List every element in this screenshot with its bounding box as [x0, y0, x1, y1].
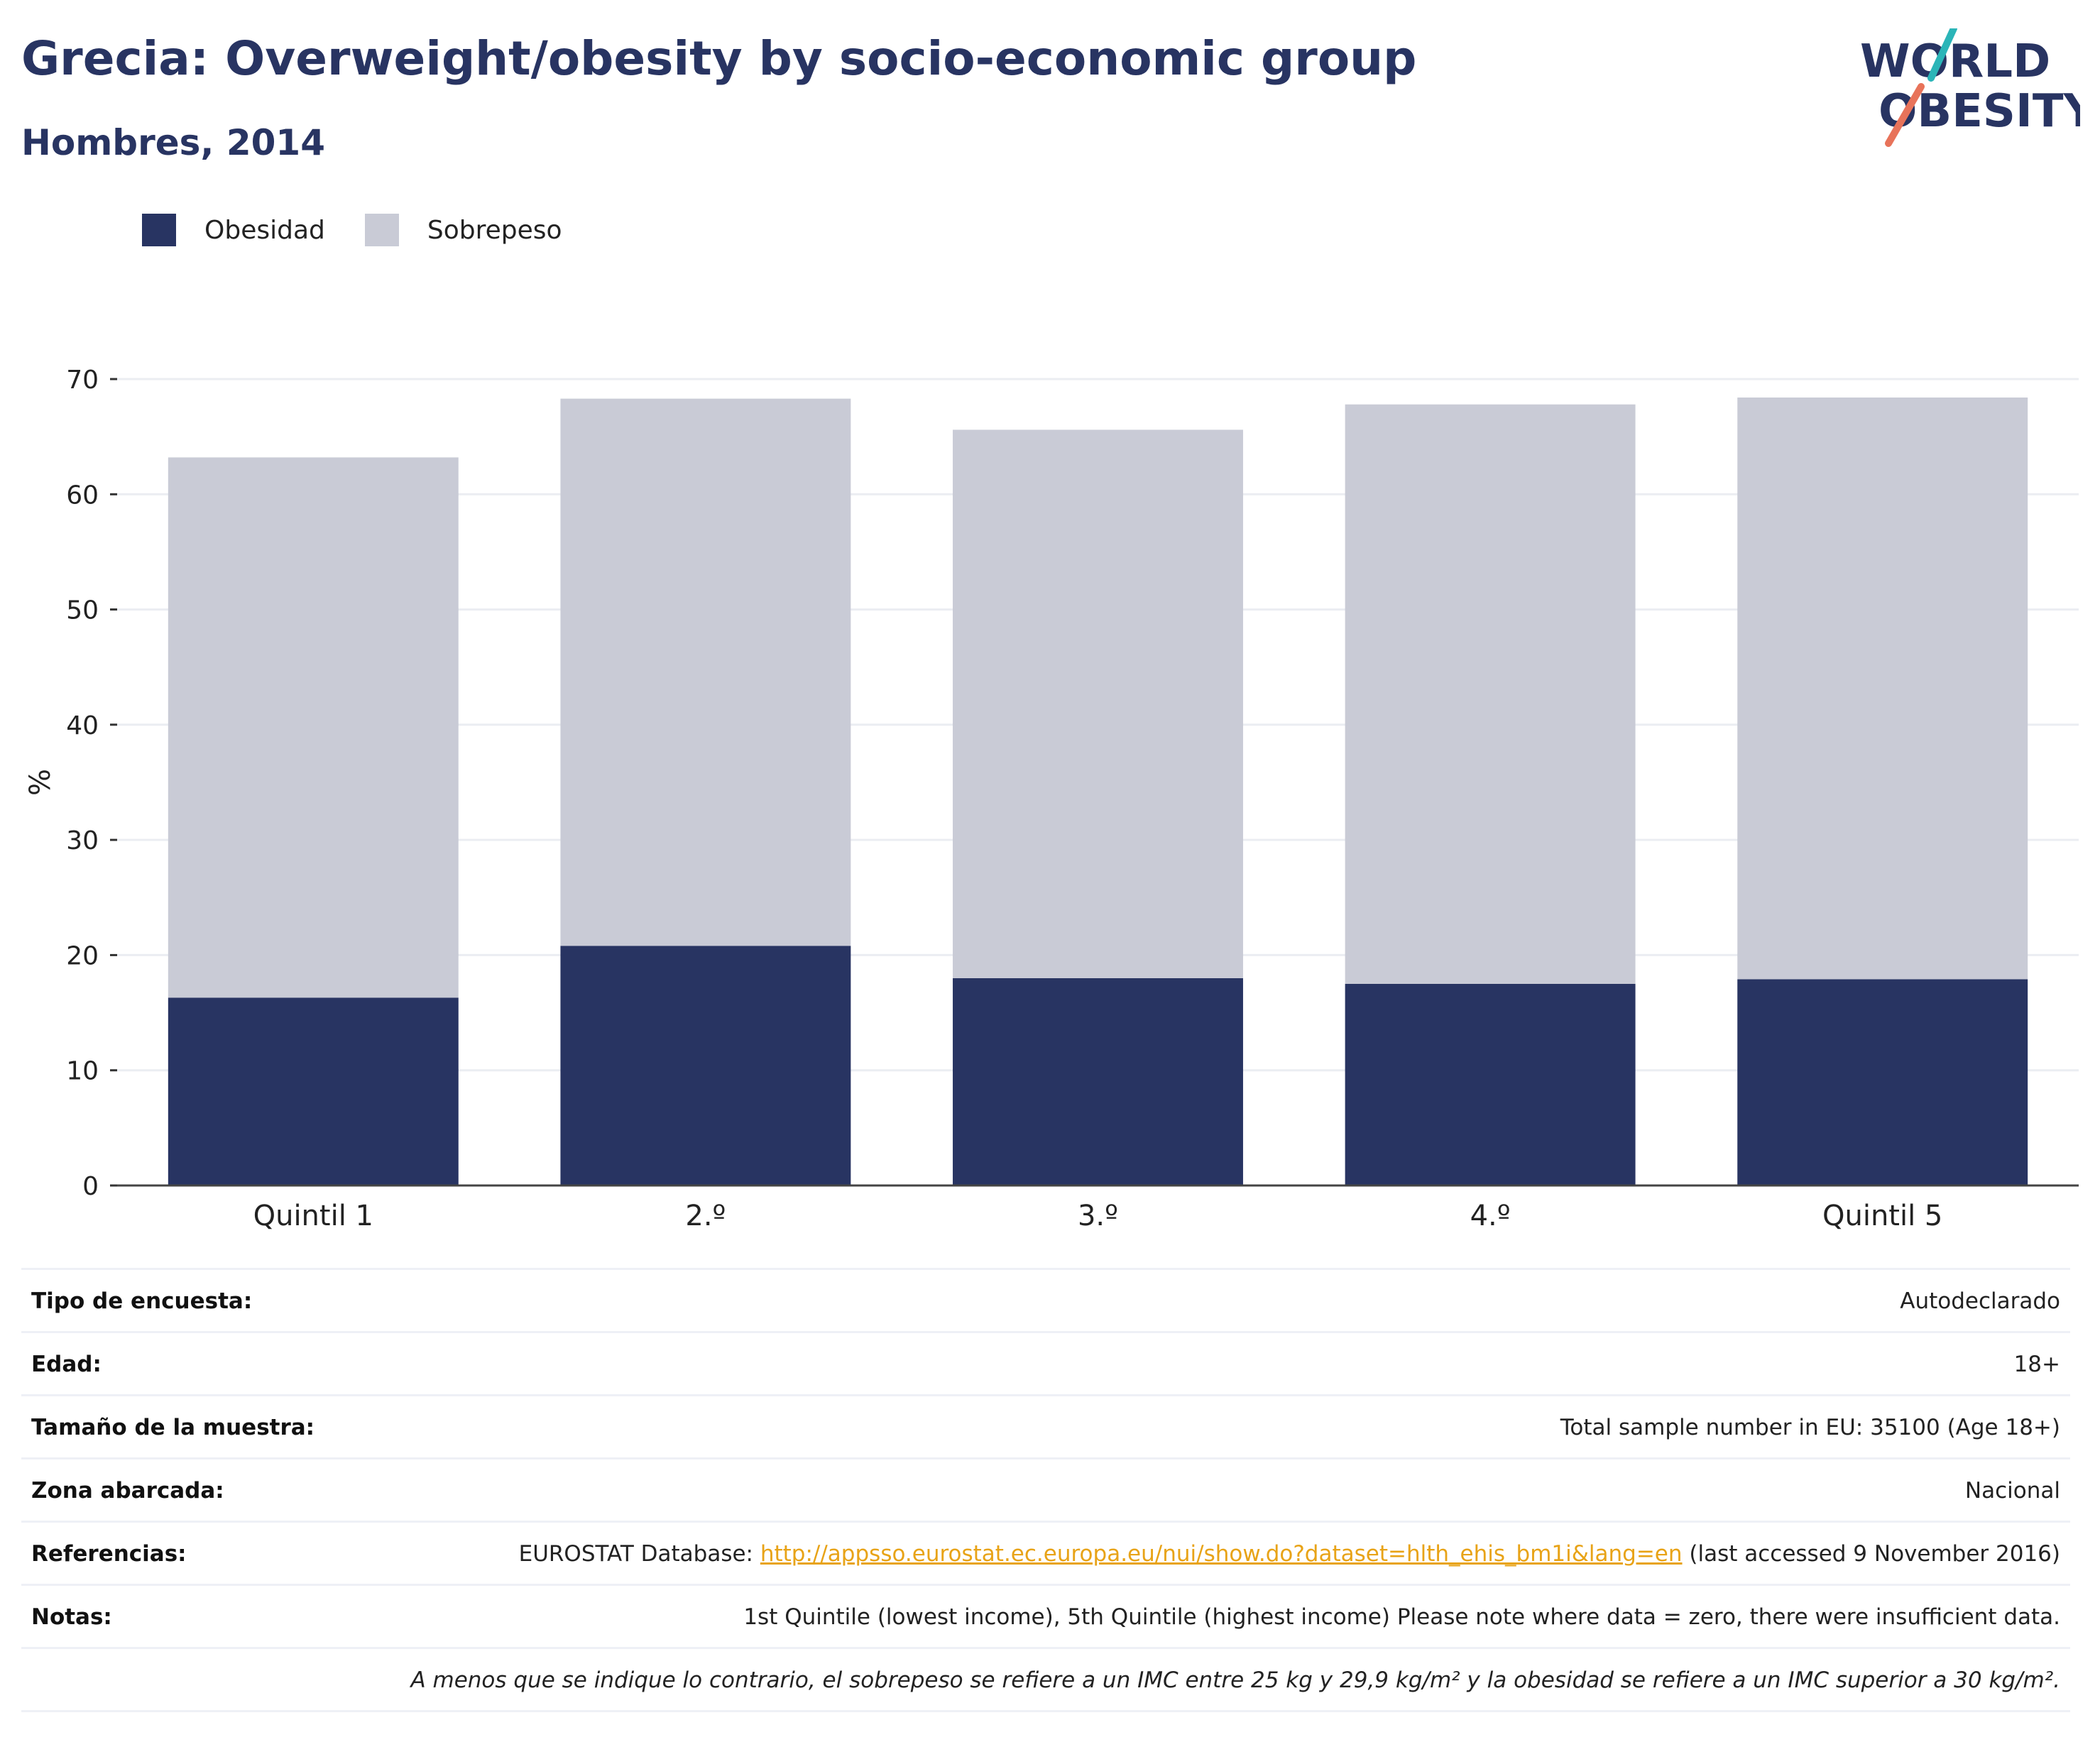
chart-legend: Obesidad Sobrepeso — [142, 209, 602, 251]
info-value: Total sample number in EU: 35100 (Age 18… — [1560, 1415, 2060, 1440]
bar-sobrepeso — [168, 457, 459, 998]
y-axis-label: % — [24, 769, 57, 796]
legend-item-sobrepeso[interactable]: Sobrepeso — [364, 214, 562, 246]
x-tick-label: 2.º — [685, 1200, 726, 1232]
chart-title: Grecia: Overweight/obesity by socio-econ… — [21, 31, 1417, 86]
x-tick-label: Quintil 5 — [1822, 1200, 1942, 1232]
info-value: Nacional — [1964, 1478, 2060, 1504]
x-tick-label: Quintil 1 — [253, 1200, 373, 1232]
y-tick-label: 40 — [66, 711, 99, 740]
y-tick-label: 70 — [66, 366, 99, 395]
logo-slash-teal — [1927, 28, 1957, 82]
bar-sobrepeso — [560, 398, 851, 946]
bar-sobrepeso — [953, 429, 1243, 978]
logo-line2: OBESITY — [1878, 85, 2080, 138]
info-label: Tamaño de la muestra: — [31, 1415, 315, 1440]
info-label: Referencias: — [31, 1541, 187, 1567]
info-value: Autodeclarado — [1900, 1288, 2060, 1314]
info-row-survey-type: Tipo de encuesta: Autodeclarado — [21, 1268, 2070, 1331]
info-row-coverage: Zona abarcada: Nacional — [21, 1457, 2070, 1521]
bar-obesidad — [168, 997, 459, 1185]
world-obesity-logo: WORLD OBESITY — [1860, 28, 2080, 147]
legend-swatch-sobrepeso — [364, 214, 399, 246]
info-label: Notas: — [31, 1604, 112, 1630]
info-value: 1st Quintile (lowest income), 5th Quinti… — [743, 1604, 2060, 1630]
legend-label-sobrepeso: Sobrepeso — [427, 215, 562, 245]
logo-line1: WORLD — [1860, 35, 2050, 88]
bar-obesidad — [953, 977, 1243, 1185]
x-tick-label: 4.º — [1470, 1200, 1511, 1232]
references-link[interactable]: http://appsso.eurostat.ec.europa.eu/nui/… — [760, 1541, 1683, 1567]
info-label: Edad: — [31, 1352, 102, 1377]
info-table: Tipo de encuesta: Autodeclarado Edad: 18… — [21, 1268, 2070, 1712]
info-label: Zona abarcada: — [31, 1478, 224, 1504]
references-suffix: (last accessed 9 November 2016) — [1682, 1541, 2060, 1567]
y-tick-label: 30 — [66, 826, 99, 855]
bar-sobrepeso — [1345, 404, 1636, 984]
x-tick-label: 3.º — [1078, 1200, 1118, 1232]
info-row-sample-size: Tamaño de la muestra: Total sample numbe… — [21, 1394, 2070, 1457]
bar-obesidad — [560, 946, 851, 1185]
bar-obesidad — [1737, 979, 2028, 1185]
bar-obesidad — [1345, 984, 1636, 1185]
y-tick-label: 50 — [66, 596, 99, 625]
references-prefix: EUROSTAT Database: — [518, 1541, 760, 1567]
y-tick-label: 10 — [66, 1057, 99, 1086]
logo-slash-coral — [1885, 83, 1925, 147]
legend-swatch-obesidad — [142, 214, 176, 246]
info-label: Tipo de encuesta: — [31, 1288, 253, 1314]
legend-label-obesidad: Obesidad — [204, 215, 325, 245]
info-row-notes: Notas: 1st Quintile (lowest income), 5th… — [21, 1584, 2070, 1647]
bar-sobrepeso — [1737, 397, 2028, 980]
stacked-bar-chart: 0 10 20 30 40 50 60 70% Quintil 1 2.º 3.º 4.º Quinti… — [24, 366, 2079, 1232]
y-tick-label: 20 — [66, 941, 99, 970]
info-value: 18+ — [2013, 1352, 2060, 1377]
info-row-references: Referencias: EUROSTAT Database: http://a… — [21, 1521, 2070, 1584]
info-row-age: Edad: 18+ — [21, 1331, 2070, 1394]
footnote-text: A menos que se indique lo contrario, el … — [410, 1667, 2060, 1693]
info-value: EUROSTAT Database: http://appsso.eurosta… — [519, 1538, 2060, 1570]
y-tick-label: 0 — [82, 1172, 99, 1201]
legend-item-obesidad[interactable]: Obesidad — [142, 214, 325, 246]
chart-subtitle: Hombres, 2014 — [21, 122, 325, 163]
info-row-footnote: A menos que se indique lo contrario, el … — [21, 1647, 2070, 1712]
y-tick-label: 60 — [66, 481, 99, 510]
